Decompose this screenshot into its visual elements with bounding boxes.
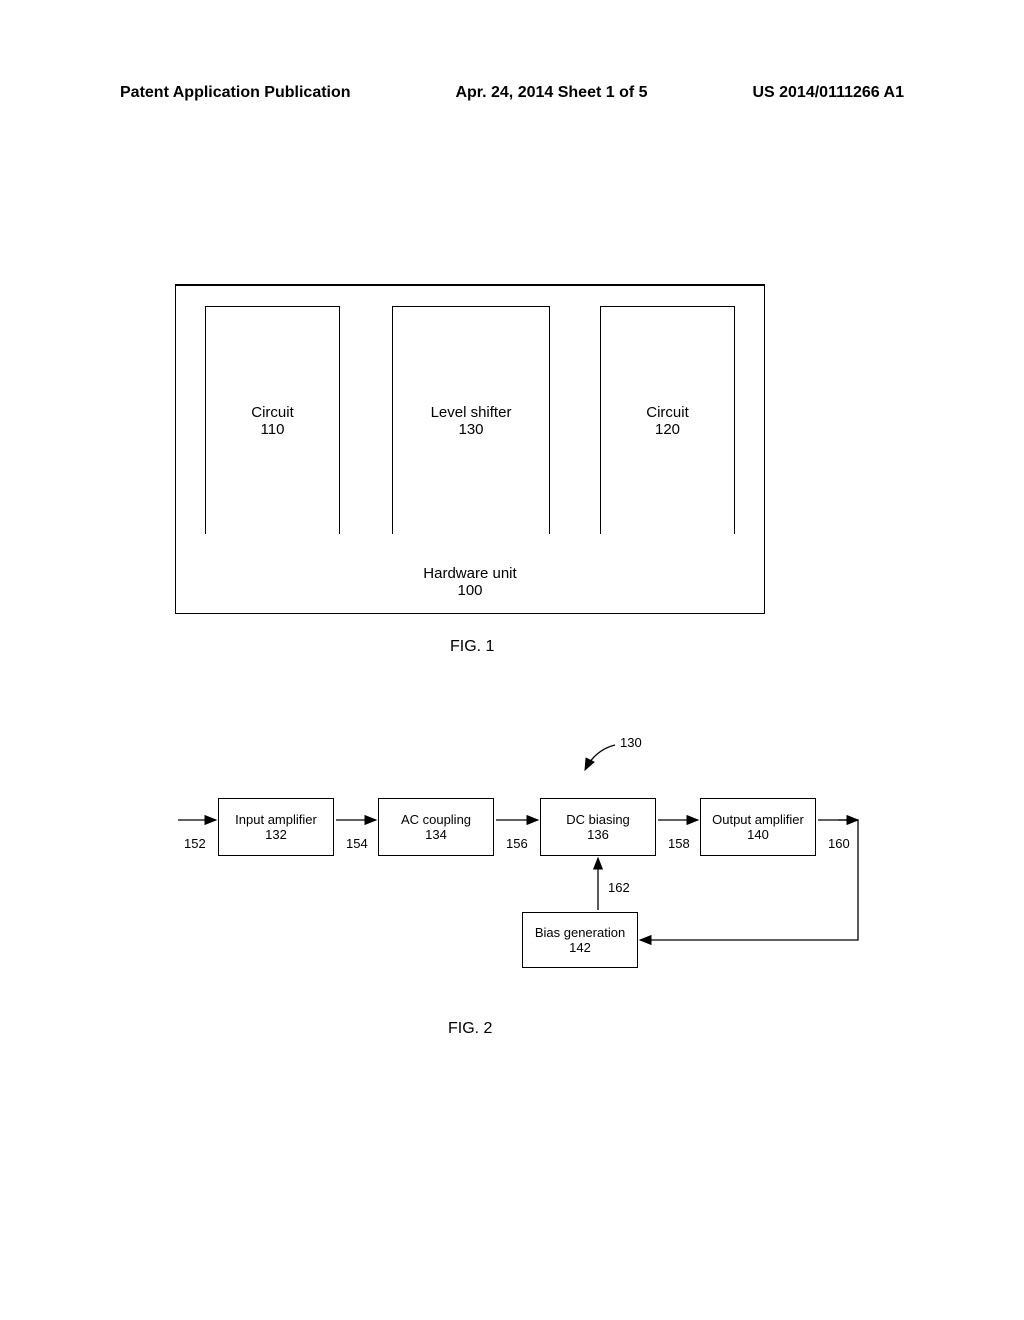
fig2-input-amplifier: Input amplifier 132 bbox=[218, 798, 334, 856]
fig1-hardware-label: Hardware unit 100 bbox=[175, 565, 765, 599]
fig2-box-num: 134 bbox=[379, 827, 493, 842]
page-header: Patent Application Publication Apr. 24, … bbox=[0, 84, 1024, 102]
fig1-box-num: 120 bbox=[601, 421, 734, 438]
fig1-box-label: Level shifter bbox=[393, 404, 549, 421]
fig1-box-num: 130 bbox=[393, 421, 549, 438]
header-left: Patent Application Publication bbox=[120, 84, 351, 102]
fig1-hw-text: Hardware unit bbox=[175, 565, 765, 582]
fig2-output-amplifier: Output amplifier 140 bbox=[700, 798, 816, 856]
fig2-box-num: 132 bbox=[219, 827, 333, 842]
fig1-box-label: Circuit bbox=[601, 404, 734, 421]
fig2-wire-154: 154 bbox=[346, 836, 368, 851]
diagram-arrows bbox=[0, 0, 1024, 1320]
fig1-box-num: 110 bbox=[206, 421, 339, 438]
fig2-wire-160: 160 bbox=[828, 836, 850, 851]
fig1-box-label: Circuit bbox=[206, 404, 339, 421]
fig2-box-label: Output amplifier bbox=[701, 812, 815, 827]
fig2-wire-152: 152 bbox=[184, 836, 206, 851]
fig2-wire-156: 156 bbox=[506, 836, 528, 851]
header-center: Apr. 24, 2014 Sheet 1 of 5 bbox=[351, 84, 753, 102]
fig2-box-num: 142 bbox=[523, 940, 637, 955]
fig2-ac-coupling: AC coupling 134 bbox=[378, 798, 494, 856]
fig2-box-label: AC coupling bbox=[379, 812, 493, 827]
fig2-box-label: Input amplifier bbox=[219, 812, 333, 827]
fig2-bias-generation: Bias generation 142 bbox=[522, 912, 638, 968]
fig2-box-label: Bias generation bbox=[523, 925, 637, 940]
fig1-caption: FIG. 1 bbox=[450, 638, 494, 656]
header-right: US 2014/0111266 A1 bbox=[752, 84, 904, 102]
fig2-wire-162: 162 bbox=[608, 880, 630, 895]
fig1-hw-num: 100 bbox=[175, 582, 765, 599]
fig1-level-shifter-130: Level shifter 130 bbox=[392, 306, 550, 534]
fig2-box-num: 136 bbox=[541, 827, 655, 842]
fig1-circuit-110: Circuit 110 bbox=[205, 306, 340, 534]
fig1-circuit-120: Circuit 120 bbox=[600, 306, 735, 534]
fig2-box-label: DC biasing bbox=[541, 812, 655, 827]
fig2-caption: FIG. 2 bbox=[448, 1020, 492, 1038]
fig2-ref-130: 130 bbox=[620, 735, 642, 750]
fig2-dc-biasing: DC biasing 136 bbox=[540, 798, 656, 856]
fig2-box-num: 140 bbox=[701, 827, 815, 842]
fig2-wire-158: 158 bbox=[668, 836, 690, 851]
